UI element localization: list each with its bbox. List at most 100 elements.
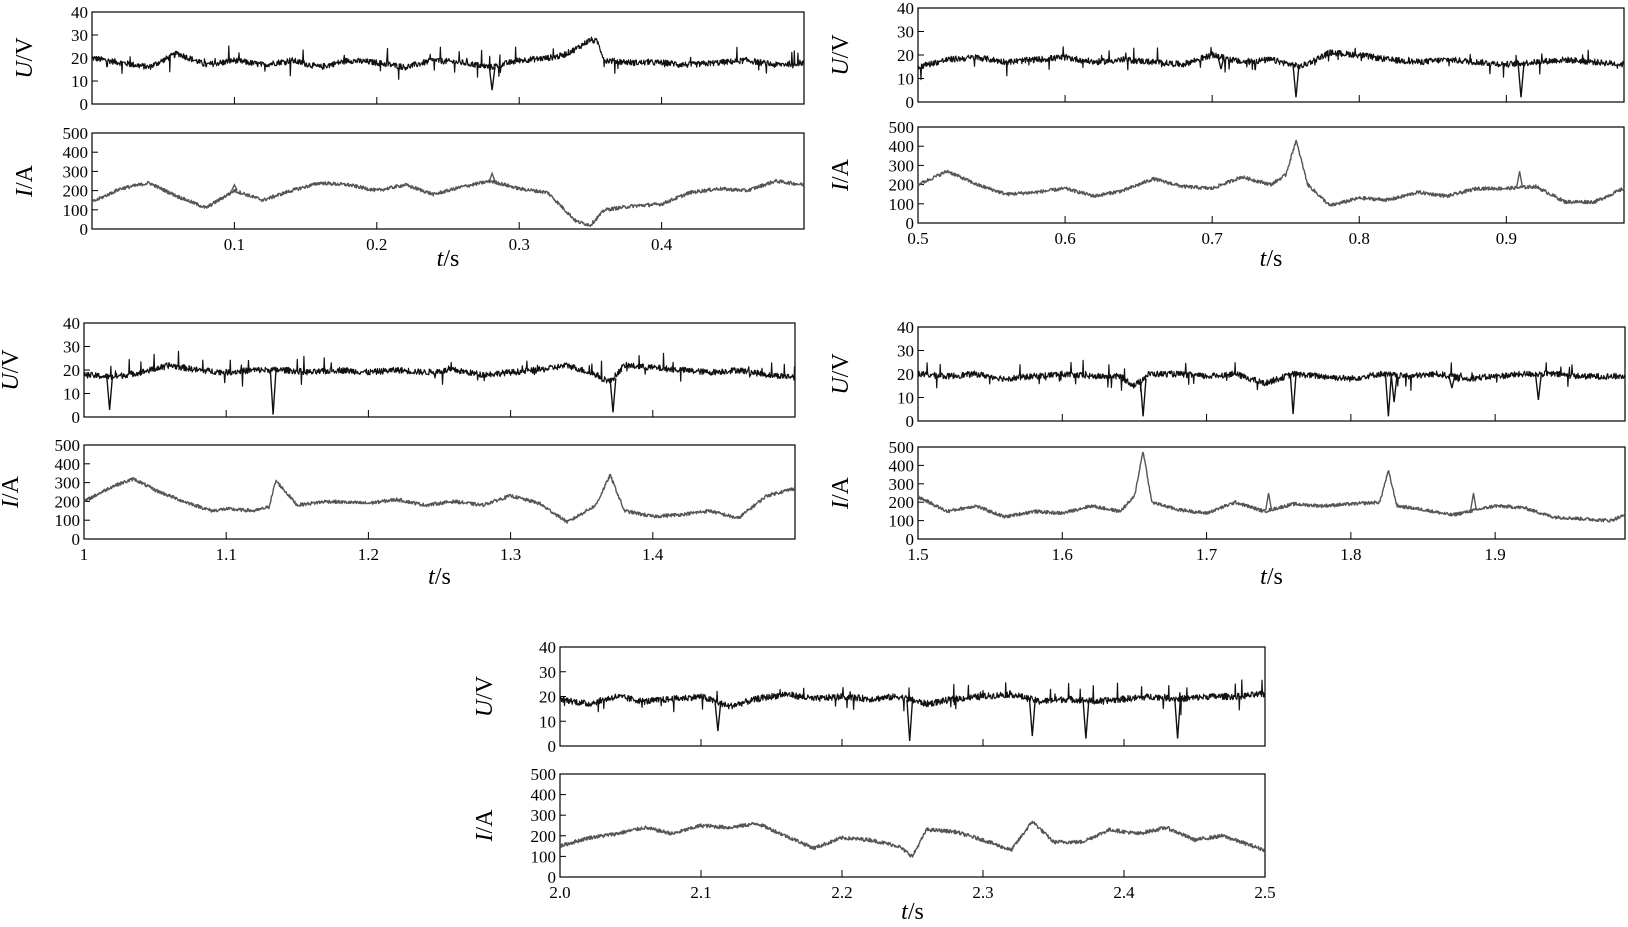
voltage-plot-ytick-label: 40 [63, 314, 80, 333]
voltage-plot-dip-spike [219, 61, 227, 66]
current-plot-ytick-label: 100 [531, 847, 557, 866]
x-axis-title: t/s [1260, 246, 1283, 272]
voltage-plot-ytick-label: 20 [63, 361, 80, 380]
voltage-plot-dip-spike [1289, 373, 1297, 414]
voltage-plot-ytick-label: 10 [63, 385, 80, 404]
current-plot-ytick-label: 0 [80, 220, 89, 239]
x-tick-label: 1.5 [907, 545, 928, 564]
voltage-plot-dip-spike [906, 699, 914, 742]
x-tick-label: 0.3 [509, 235, 530, 254]
voltage-plot-ytick-label: 30 [63, 338, 80, 357]
voltage-plot-dip-spike [1448, 376, 1456, 389]
current-plot-ytick-label: 500 [889, 118, 915, 137]
current-plot-ytick-label: 0 [548, 868, 557, 887]
x-axis-title: t/s [437, 246, 460, 272]
x-tick-label: 2.0 [549, 883, 570, 902]
current-plot-ytick-label: 300 [889, 156, 915, 175]
voltage-plot-ytick-label: 10 [71, 72, 88, 91]
voltage-plot-ytick-label: 40 [897, 0, 914, 18]
voltage-plot-dip-spike [106, 376, 114, 410]
current-plot-peak-spike [1469, 492, 1478, 511]
x-axis-title: t/s [428, 564, 451, 590]
voltage-plot-ytick-label: 10 [539, 712, 556, 731]
voltage-plot-dip-spike [1517, 63, 1525, 98]
x-tick-label: 1.1 [216, 545, 237, 564]
voltage-plot-dip-spike [269, 369, 277, 415]
voltage-plot-ytick-label: 30 [897, 342, 914, 361]
x-tick-label: 1.7 [1196, 545, 1218, 564]
current-plot-peak-spike [230, 183, 238, 191]
current-plot-ytick-label: 400 [889, 456, 915, 475]
current-plot-ytick-label: 200 [889, 493, 915, 512]
voltage-plot-ytick-label: 0 [80, 95, 89, 114]
voltage-plot-dip-spike [675, 63, 683, 69]
current-plot-ytick-label: 300 [889, 475, 915, 494]
voltage-plot-frame [91, 11, 805, 105]
current-plot-ytick-label: 200 [889, 176, 915, 195]
voltage-plot-ytick-label: 0 [548, 737, 557, 756]
voltage-plot-ytick-label: 40 [539, 638, 556, 657]
voltage-plot-series-line [91, 36, 805, 80]
voltage-plot-series-line [917, 46, 1625, 81]
current-axis-title: I/A [828, 476, 854, 510]
current-plot-peak-spike [488, 171, 496, 182]
voltage-plot-ytick-label: 30 [539, 663, 556, 682]
voltage-plot-ytick-label: 30 [71, 26, 88, 45]
current-plot-ytick-label: 200 [63, 182, 89, 201]
current-plot-ytick-label: 300 [63, 162, 89, 181]
voltage-plot-dip-spike [714, 702, 722, 732]
current-plot-ytick-label: 200 [55, 492, 81, 511]
x-tick-label: 1.2 [358, 545, 379, 564]
current-plot-frame [917, 126, 1625, 224]
voltage-plot-ytick-label: 10 [897, 389, 914, 408]
voltage-plot-ytick-label: 30 [897, 23, 914, 42]
voltage-plot-ytick-label: 10 [897, 70, 914, 89]
current-plot-ytick-label: 100 [889, 512, 915, 531]
current-plot-series-line [91, 178, 805, 227]
voltage-plot-dip-spike [1390, 375, 1398, 403]
current-plot-series-line [559, 820, 1266, 858]
current-plot-frame [917, 446, 1626, 540]
x-tick-label: 0.2 [366, 235, 387, 254]
current-plot-ytick-label: 400 [531, 786, 557, 805]
voltage-plot-ytick-label: 40 [897, 318, 914, 337]
current-plot-ytick-label: 100 [889, 195, 915, 214]
current-plot-series-line [83, 473, 796, 524]
current-plot-ytick-label: 0 [906, 530, 915, 549]
voltage-plot-dip-spike [1082, 700, 1090, 739]
x-tick-label: 0.9 [1496, 229, 1517, 248]
x-tick-label: 1.9 [1485, 545, 1506, 564]
voltage-plot-dip-spike [1028, 699, 1036, 737]
voltage-plot-ytick-label: 20 [897, 46, 914, 65]
x-tick-label: 0.5 [907, 229, 928, 248]
x-tick-label: 0.4 [651, 235, 673, 254]
voltage-axis-title: U/V [12, 37, 38, 79]
current-axis-title: I/A [0, 475, 24, 509]
current-plot-ytick-label: 0 [72, 530, 81, 549]
current-plot-ytick-label: 200 [531, 827, 557, 846]
current-plot-ytick-label: 500 [889, 438, 915, 457]
current-plot-peak-spike [1515, 171, 1524, 188]
voltage-plot-frame [917, 7, 1625, 103]
voltage-plot-dip-spike [1534, 373, 1542, 400]
voltage-axis-title: U/V [828, 34, 854, 76]
x-tick-label: 1.4 [642, 545, 664, 564]
current-plot-ytick-label: 100 [63, 201, 89, 220]
x-tick-label: 1 [80, 545, 89, 564]
current-axis-title: I/A [472, 809, 498, 843]
current-plot-ytick-label: 300 [55, 474, 81, 493]
current-plot-frame [83, 444, 796, 540]
voltage-plot-ytick-label: 20 [71, 49, 88, 68]
current-plot-ytick-label: 400 [889, 137, 915, 156]
voltage-plot-ytick-label: 20 [539, 688, 556, 707]
current-plot-ytick-label: 500 [63, 124, 89, 143]
current-plot-ytick-label: 400 [55, 455, 81, 474]
voltage-axis-title: U/V [472, 675, 498, 717]
voltage-plot-ytick-label: 20 [897, 365, 914, 384]
x-tick-label: 2.1 [690, 883, 711, 902]
x-tick-label: 2.4 [1113, 883, 1135, 902]
